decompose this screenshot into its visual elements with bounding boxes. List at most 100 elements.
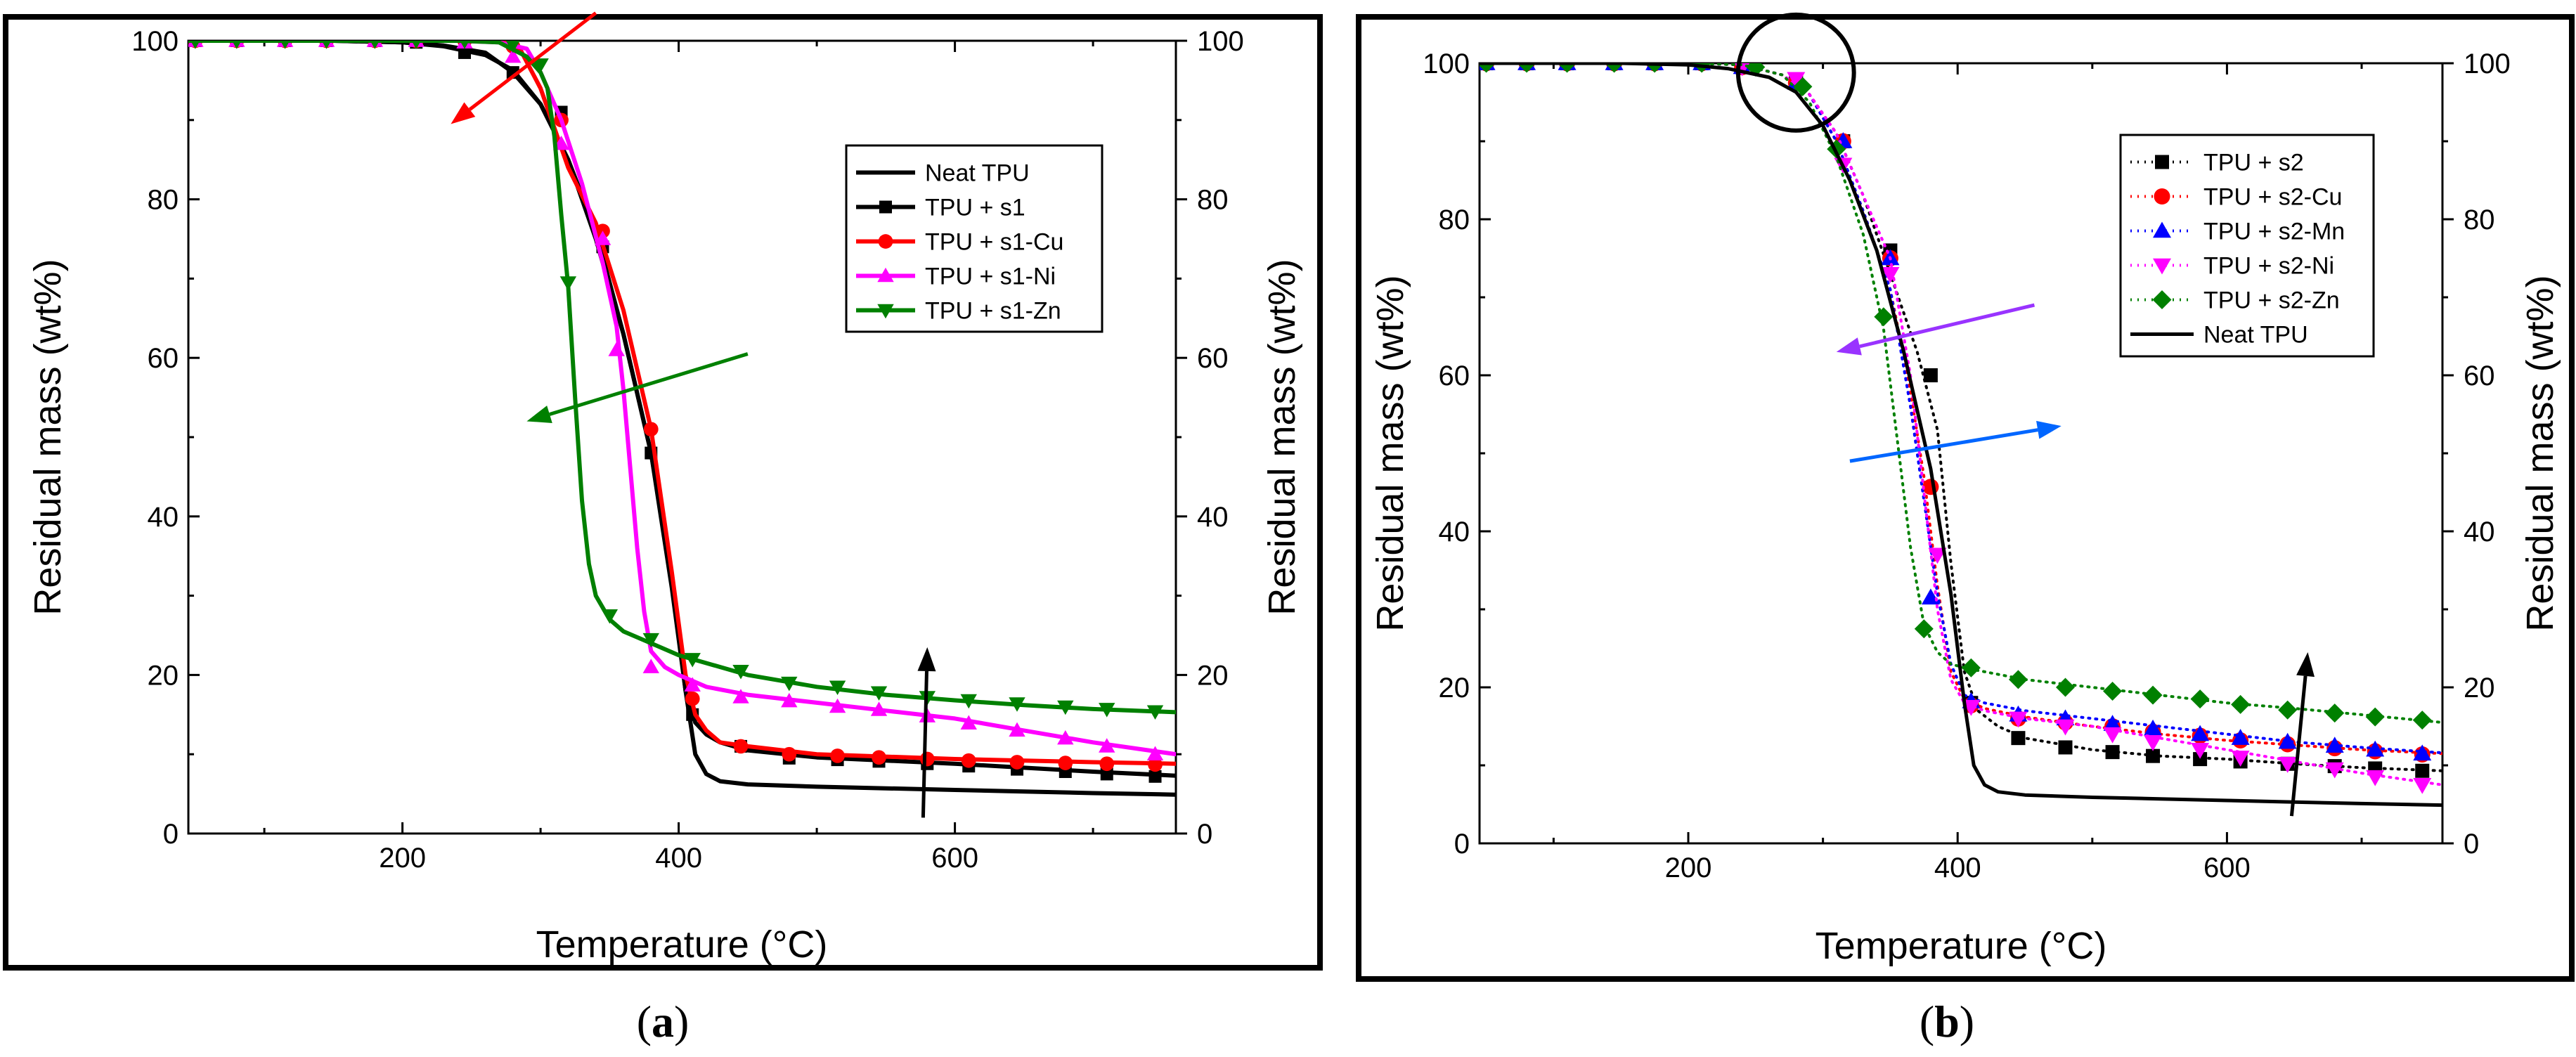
panel-a-series-tpu-s1-ni-point	[1099, 738, 1115, 753]
panel-b-series-tpu-s2-ni-point	[2231, 751, 2250, 767]
panel-b-series-tpu-s2-zn-point	[1874, 307, 1894, 327]
panel-a-legend-tpu-s1-cu-marker	[878, 234, 893, 249]
panel-a-series-tpu-s1-zn-point	[601, 609, 619, 624]
panel-a-legend-tpu-s1-ni-label: TPU + s1-Ni	[925, 264, 1056, 290]
panel-b-y-tick-label: 40	[1439, 517, 1470, 547]
panel-a-series-tpu-s1-ni-point	[1057, 729, 1074, 745]
panel-b-series-tpu-s2-ni-point	[1881, 266, 1900, 283]
panel-b-series-tpu-s2-zn-point	[1517, 63, 1536, 73]
panel-b-series-tpu-s2-mn-point	[2103, 715, 2122, 731]
panel-a-series-tpu-s1-zn-point	[321, 41, 332, 49]
panel-a-series-tpu-s1-zn-point	[781, 676, 798, 692]
panel-b-series-tpu-s2-point	[2146, 748, 2161, 763]
panel-a-series-tpu-s1-zn-point	[280, 41, 290, 49]
panel-b-trend-arrow-3-head	[2036, 420, 2062, 439]
panel-b-legend-tpu-s2-marker	[2155, 155, 2169, 169]
panel-a-y-tick-label-right: 0	[1197, 819, 1212, 850]
panel-a-frame	[3, 14, 1323, 971]
panel-b-legend-tpu-s2-mn-label: TPU + s2-Mn	[2203, 219, 2345, 245]
panel-b-y-tick-label-right: 20	[2464, 673, 2495, 703]
panel-b-y-tick-label: 20	[1439, 673, 1470, 703]
panel-a-legend-tpu-s1-marker	[879, 200, 892, 214]
panel-a-series-tpu-s1-cu-point	[919, 751, 935, 767]
panel-a-legend-tpu-s1-ni-marker	[877, 267, 894, 283]
panel-a-series-tpu-s1-ni-point	[829, 698, 846, 713]
panel-a-y-axis-title: Residual mass (wt%)	[27, 259, 69, 615]
panel-a-series-tpu-s1-cu-point	[872, 750, 886, 765]
panel-a-trend-arrow-3-shaft	[921, 670, 928, 818]
panel-b-legend-tpu-s2-ni-label: TPU + s2-Ni	[2203, 253, 2334, 280]
panel-b-series-tpu-s2-point	[2193, 752, 2208, 767]
panel-a-series-tpu-s1-cu-point	[782, 746, 797, 762]
panel-a-legend: Neat TPU TPU + s1 TPU + s1-Cu TPU + s1-Ni TP…	[845, 144, 1103, 333]
panel-a-x-tick-label: 200	[379, 843, 426, 874]
panel-a-series-tpu-s1-ni-point	[732, 689, 749, 703]
panel-a-series	[188, 41, 1176, 797]
panel-a-y-tick-label-right: 80	[1197, 185, 1229, 216]
panel-a-series-tpu-s1-ni-point	[594, 231, 611, 245]
panel-a-series-tpu-s1-cu-point	[1058, 756, 1073, 770]
panel-a-series-tpu-s1-ni-point	[960, 715, 977, 729]
panel-b-series-tpu-s2-zn-point	[2103, 682, 2123, 701]
panel-b-series-tpu-s2-zn-point	[1480, 63, 1496, 73]
panel-b-series-tpu-s2-zn-point	[2325, 703, 2345, 723]
panel-a-y-tick-label: 60	[148, 343, 179, 374]
panel-a-series-tpu-s1-zn-point	[1057, 700, 1074, 715]
panel-a-legend-tpu-s1-label: TPU + s1	[925, 195, 1025, 221]
panel-b-trend-arrow-4	[2289, 652, 2315, 817]
panel-a-legend-tpu-s1-zn-label: TPU + s1-Zn	[925, 298, 1061, 325]
panel-b-x-axis-title: Temperature (°C)	[1816, 925, 2107, 967]
panel-a-caption: (a)	[637, 997, 690, 1046]
panel-a-y-tick-label: 0	[163, 819, 179, 850]
panel-b-series-tpu-s2-point	[2011, 731, 2026, 746]
panel-a-annotations	[451, 11, 936, 818]
panel-b-series-tpu-s2-zn-point	[2278, 700, 2298, 720]
panel-b-series-tpu-s2-point	[1923, 368, 1938, 382]
panel-b-series-tpu-s2-zn-point	[1914, 619, 1934, 639]
panel-b-y-tick-label-right: 80	[2464, 205, 2495, 235]
panel-b-series-tpu-s2-ni-point	[2278, 757, 2297, 773]
panel-a-y-axis-title-right: Residual mass (wt%)	[1261, 259, 1303, 615]
panel-b-trend-arrow-3-shaft	[1849, 428, 2038, 463]
panel-b-series-tpu-s2-point	[2058, 740, 2073, 755]
panel-b-y-tick-label: 0	[1454, 829, 1470, 860]
panel-a-series-tpu-s1-zn-point	[370, 41, 380, 49]
panel-a-series-tpu-s1-ni-point	[1009, 722, 1025, 737]
panel-a-series-tpu-s1-zn-point	[960, 694, 977, 709]
panel-b-series-tpu-s2-mn-point	[2191, 725, 2210, 741]
panel-b-series-neat-tpu-line	[1480, 63, 2442, 808]
panel-b-legend-box	[2119, 134, 2375, 358]
panel-b-series-tpu-s2-zn-point	[2231, 694, 2251, 714]
panel-a-series-tpu-s1-ni-point	[781, 692, 798, 708]
panel-b-trend-arrow-2	[1836, 303, 2035, 356]
panel-b-series-tpu-s2-zn-line	[1480, 63, 2442, 724]
panel-a-x-tick-label: 600	[931, 843, 978, 874]
panel-b-y-tick-label: 80	[1439, 205, 1470, 235]
panel-a-series-tpu-s1-cu-point	[961, 753, 976, 768]
panel-b-trend-arrow-3	[1849, 420, 2062, 463]
panel-a-legend-tpu-s1-cu-label: TPU + s1-Cu	[925, 229, 1063, 256]
panel-b-y-axis-title-right: Residual mass (wt%)	[2519, 275, 2561, 631]
panel-b-series-tpu-s2-ni-point	[1787, 72, 1806, 89]
panel-b-series-tpu-s2-point	[2105, 745, 2120, 760]
panel-b-x-tick-label: 400	[1934, 852, 1981, 883]
panel-b-series-tpu-s2-ni-point	[2413, 778, 2432, 794]
panel-b-x-tick-label: 600	[2203, 852, 2251, 883]
panel-a-trend-arrow-2	[526, 352, 749, 423]
panel-a-series-tpu-s1-zn-point	[732, 664, 749, 680]
panel-b-y-tick-label-right: 60	[2464, 361, 2495, 391]
panel-b-series-tpu-s2-ni-point	[2366, 770, 2385, 786]
panel-b-annotations	[1735, 12, 2315, 817]
panel-b-series-tpu-s2-ni-point	[2144, 734, 2163, 751]
panel-a-trend-arrow-3-head	[917, 647, 936, 672]
panel-b-series-tpu-s2-zn-point	[2365, 707, 2385, 727]
panel-b-series-tpu-s2-zn-point	[2143, 685, 2163, 705]
panel-b-series-tpu-s2-mn-point	[2325, 737, 2344, 753]
panel-a-series-tpu-s1-ni-point	[1146, 746, 1164, 760]
panel-a-series-tpu-s1-ni-point	[505, 48, 522, 63]
panel-a-series-tpu-s1-zn-point	[232, 41, 242, 49]
panel-a-series-tpu-s1-ni-point	[608, 342, 625, 356]
panel-a-y-tick-label-right: 20	[1197, 660, 1229, 691]
panel-a-y-tick-label-right: 60	[1197, 343, 1229, 374]
